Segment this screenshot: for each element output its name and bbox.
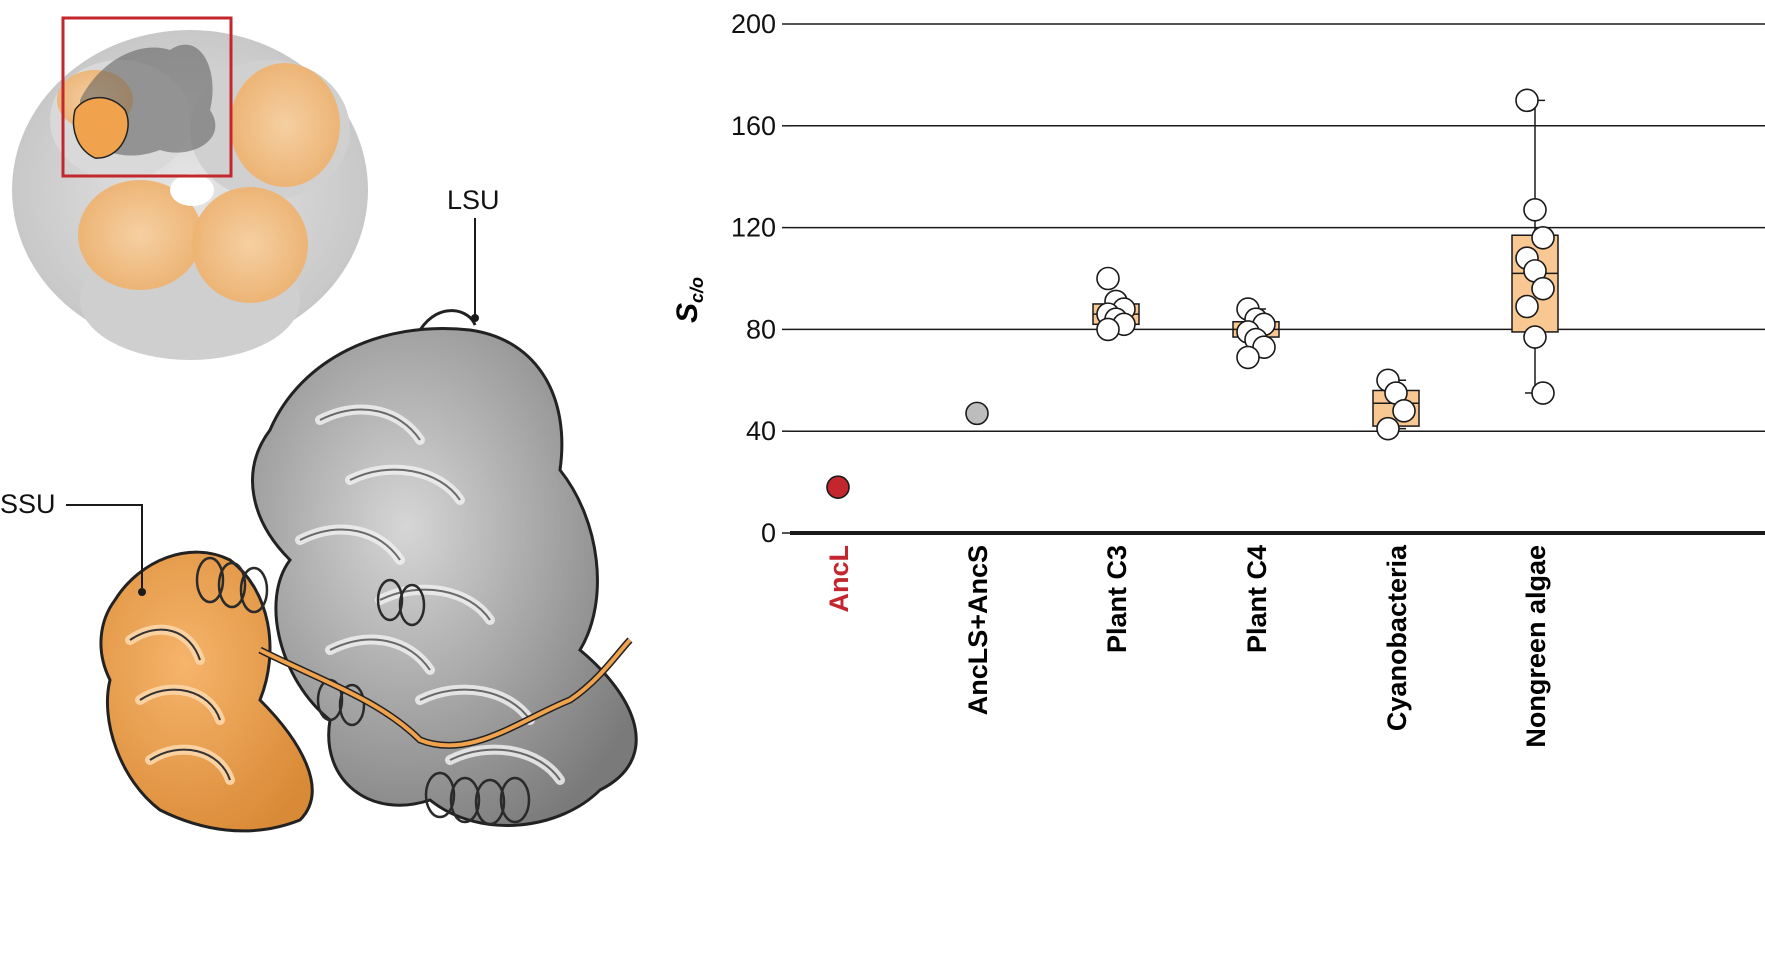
y-tick-label: 200 bbox=[731, 9, 776, 39]
data-point bbox=[826, 475, 850, 499]
lsu-callout: LSU bbox=[447, 185, 500, 322]
data-point bbox=[1531, 225, 1555, 250]
y-tick-label: 120 bbox=[731, 213, 776, 243]
y-axis-label: Sc/o bbox=[671, 277, 707, 323]
y-tick-label: 80 bbox=[746, 314, 776, 344]
axes bbox=[782, 23, 1765, 535]
data-point bbox=[965, 401, 989, 426]
data-point bbox=[1531, 276, 1555, 301]
x-category-label: AncL bbox=[824, 545, 854, 613]
data-point bbox=[1531, 381, 1555, 405]
lsu-label: LSU bbox=[447, 185, 500, 215]
x-category-label: Plant C4 bbox=[1242, 545, 1272, 653]
data-point bbox=[1096, 266, 1120, 291]
inset-frame bbox=[61, 16, 233, 178]
y-tick-label: 160 bbox=[731, 111, 776, 141]
data-point bbox=[1523, 197, 1547, 222]
x-category-label: Nongreen algae bbox=[1521, 545, 1551, 748]
data-point bbox=[1515, 88, 1539, 113]
holoenzyme-surface bbox=[12, 16, 368, 360]
lsu-ribbon bbox=[251, 309, 638, 827]
data-point bbox=[1236, 345, 1260, 370]
y-tick-label: 0 bbox=[761, 518, 776, 548]
structure-panel: LSU SSU bbox=[0, 16, 638, 833]
ssu-label: SSU bbox=[0, 489, 56, 519]
ssu-callout: SSU bbox=[0, 489, 146, 596]
x-category-label: Cyanobacteria bbox=[1382, 544, 1412, 731]
x-category-label: AncLS+AncS bbox=[963, 545, 993, 715]
data-point bbox=[1392, 399, 1416, 423]
ssu-ribbon bbox=[99, 550, 633, 833]
gridlines bbox=[790, 23, 1765, 432]
boxes bbox=[1092, 99, 1559, 430]
data-point bbox=[1523, 325, 1547, 349]
data-point bbox=[1096, 317, 1120, 342]
data-points bbox=[826, 88, 1555, 499]
data-point bbox=[1515, 294, 1539, 319]
data-point bbox=[1376, 416, 1400, 441]
labels: 0 40 80 120 160 200 AncL AncLS+AncS Plant C3 Plan… bbox=[731, 9, 1551, 748]
x-category-label: Plant C3 bbox=[1102, 545, 1132, 653]
y-tick-label: 40 bbox=[746, 416, 776, 446]
